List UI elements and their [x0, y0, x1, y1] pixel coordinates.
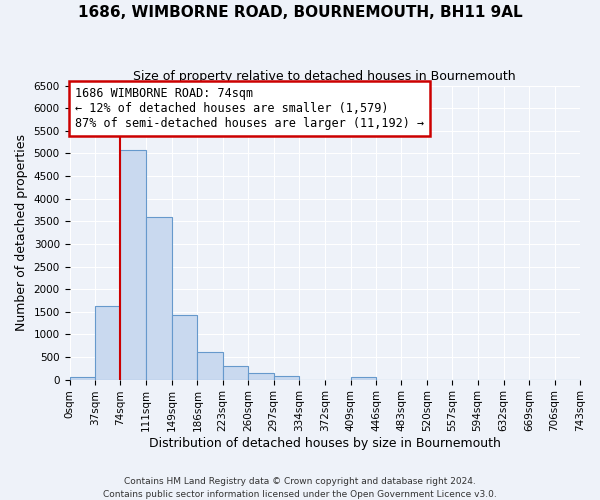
Bar [70, 377, 95, 380]
Text: Contains HM Land Registry data © Crown copyright and database right 2024.
Contai: Contains HM Land Registry data © Crown c… [103, 478, 497, 499]
Text: 1686 WIMBORNE ROAD: 74sqm
← 12% of detached houses are smaller (1,579)
87% of se: 1686 WIMBORNE ROAD: 74sqm ← 12% of detac… [74, 87, 424, 130]
Bar [274, 376, 299, 380]
Title: Size of property relative to detached houses in Bournemouth: Size of property relative to detached ho… [133, 70, 516, 83]
Bar [172, 316, 197, 380]
X-axis label: Distribution of detached houses by size in Bournemouth: Distribution of detached houses by size … [149, 437, 501, 450]
Bar [121, 150, 146, 380]
Bar [146, 217, 172, 380]
Bar [197, 352, 223, 380]
Bar [248, 373, 274, 380]
Bar [350, 377, 376, 380]
Text: 1686, WIMBORNE ROAD, BOURNEMOUTH, BH11 9AL: 1686, WIMBORNE ROAD, BOURNEMOUTH, BH11 9… [77, 5, 523, 20]
Bar [95, 306, 121, 380]
Bar [223, 366, 248, 380]
Y-axis label: Number of detached properties: Number of detached properties [15, 134, 28, 331]
